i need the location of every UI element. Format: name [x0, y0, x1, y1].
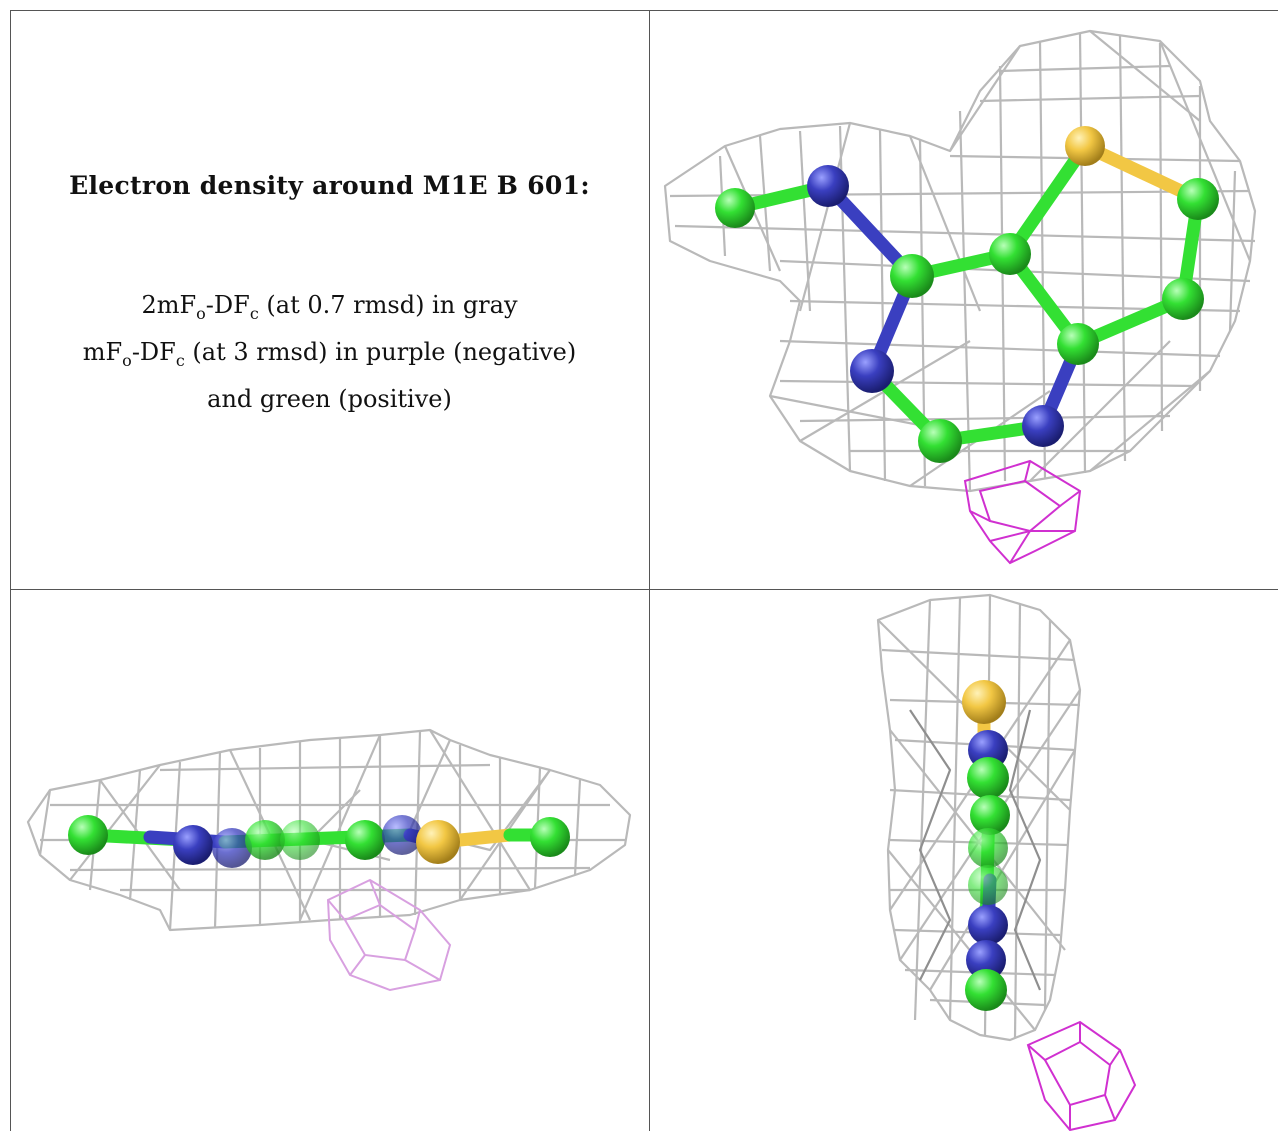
atom-carbon	[245, 820, 285, 860]
grid-line-center	[649, 10, 650, 1131]
atom-carbon	[967, 757, 1009, 799]
density-mesh-negative	[326, 878, 452, 992]
grid-line-middle	[10, 589, 1278, 590]
atom-carbon	[989, 233, 1031, 275]
view-end-svg	[876, 593, 1137, 1131]
atom-sulfur	[962, 680, 1006, 724]
atom-carbon	[965, 969, 1007, 1011]
bonds	[81, 828, 562, 849]
density-mesh-negative	[1026, 1020, 1137, 1131]
atom-carbon	[715, 188, 755, 228]
atom-carbon	[1057, 323, 1099, 365]
grid-line-top	[10, 10, 1278, 11]
atom-carbon	[968, 865, 1008, 905]
atom-carbon	[530, 817, 570, 857]
atoms	[715, 126, 1219, 463]
atom-carbon	[968, 828, 1008, 868]
view-side-svg	[26, 728, 632, 992]
density-mesh-gray	[876, 593, 1082, 1042]
atom-sulfur	[1065, 126, 1105, 166]
density-mesh-negative	[963, 459, 1082, 565]
caption-title: Electron density around M1E B 601:	[69, 171, 590, 200]
atoms	[962, 680, 1010, 1011]
view-top	[650, 11, 1278, 589]
view-end	[650, 590, 1278, 1131]
caption-line-gray: 2mFo-DFc (at 0.7 rmsd) in gray	[141, 291, 518, 323]
atom-carbon	[345, 820, 385, 860]
atom-nitrogen	[1022, 405, 1064, 447]
atom-nitrogen	[382, 815, 422, 855]
atom-nitrogen	[173, 825, 213, 865]
atom-sulfur	[416, 820, 460, 864]
caption-description: 2mFo-DFc (at 0.7 rmsd) in gray mFo-DFc (…	[10, 286, 649, 418]
atom-carbon	[280, 820, 320, 860]
atom-carbon	[918, 419, 962, 463]
atom-nitrogen	[968, 905, 1008, 945]
caption-line-positive: and green (positive)	[207, 384, 452, 413]
grid-line-left	[10, 10, 11, 1131]
atom-carbon	[1177, 178, 1219, 220]
view-side	[10, 590, 649, 1131]
atom-nitrogen	[212, 828, 252, 868]
atom-nitrogen	[850, 349, 894, 393]
caption: Electron density around M1E B 601: 2mFo-…	[10, 11, 649, 589]
atom-nitrogen	[807, 165, 849, 207]
atom-carbon	[970, 795, 1010, 835]
atoms	[68, 815, 570, 868]
atom-carbon	[68, 815, 108, 855]
view-top-svg	[663, 29, 1257, 565]
atom-nitrogen	[966, 940, 1006, 980]
caption-line-difference: mFo-DFc (at 3 rmsd) in purple (negative)	[82, 337, 577, 370]
caption-cell: Electron density around M1E B 601: 2mFo-…	[10, 11, 649, 589]
atom-carbon	[890, 254, 934, 298]
atom-carbon	[1162, 278, 1204, 320]
